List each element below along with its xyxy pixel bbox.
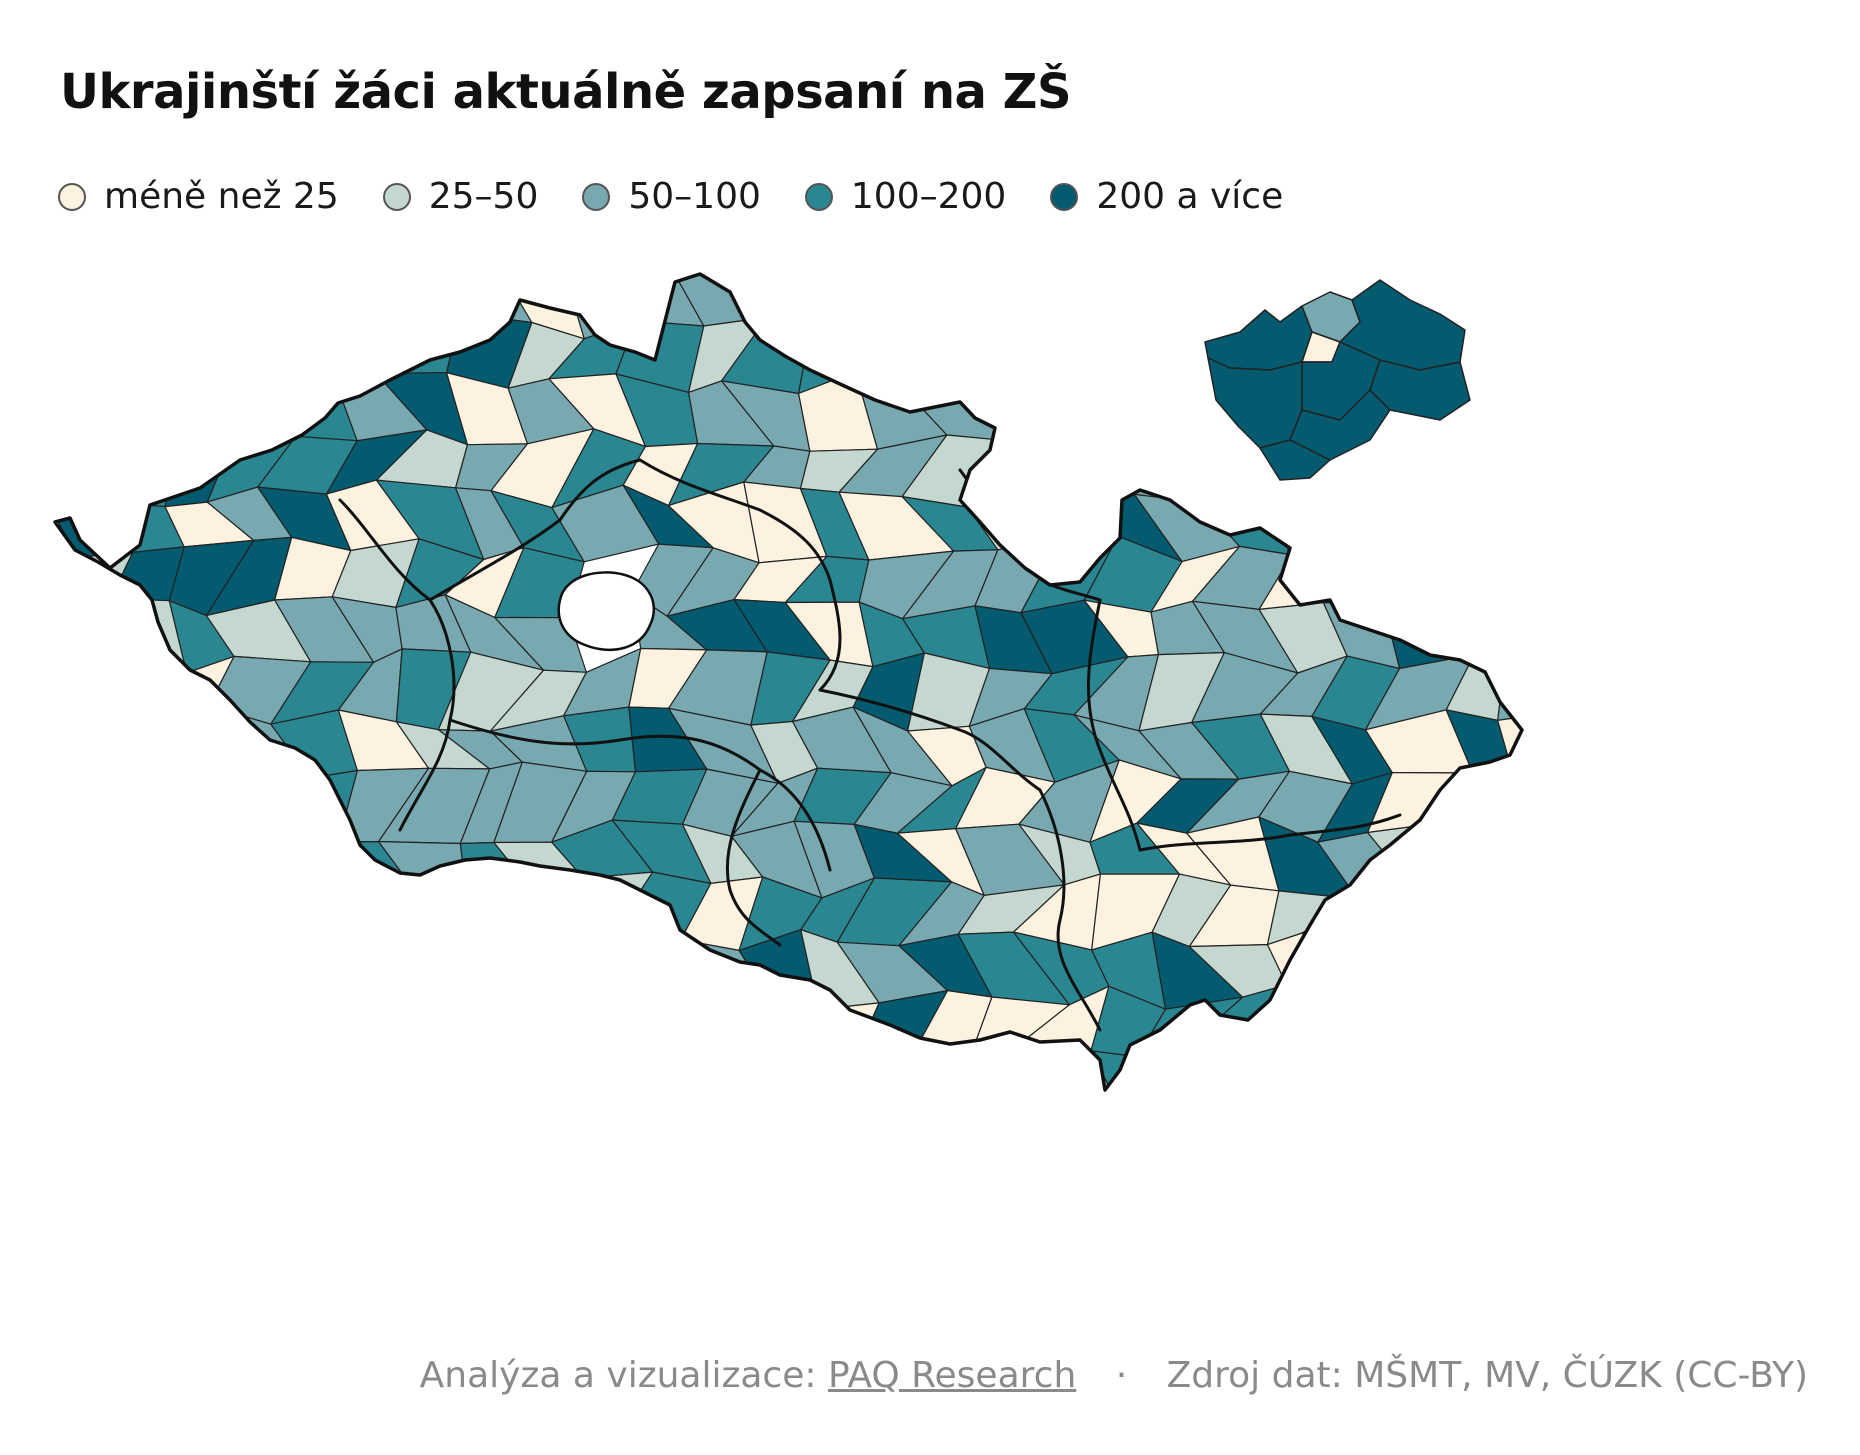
district-region bbox=[1497, 711, 1522, 773]
prague-district bbox=[1204, 305, 1313, 371]
district-region bbox=[808, 1002, 880, 1068]
region-boundary bbox=[638, 458, 842, 692]
legend-swatch-50-100 bbox=[582, 182, 611, 211]
legend-item-lt25: méně než 25 bbox=[58, 176, 339, 217]
prague-district bbox=[1207, 357, 1303, 449]
legend: méně než 25 25–50 50–100 100–200 200 a v… bbox=[58, 176, 1327, 217]
legend-swatch-100-200 bbox=[804, 182, 833, 211]
legend-label-lt25: méně než 25 bbox=[104, 176, 339, 217]
chart-title: Ukrajinští žáci aktuálně zapsaní na ZŠ bbox=[60, 64, 1072, 120]
legend-item-100-200: 100–200 bbox=[804, 176, 1007, 217]
legend-label-200plus: 200 a více bbox=[1096, 176, 1284, 217]
district-region bbox=[1497, 653, 1522, 721]
district-region bbox=[459, 274, 533, 324]
district-region bbox=[1322, 538, 1416, 606]
legend-item-50-100: 50–100 bbox=[582, 176, 761, 217]
district-region bbox=[108, 424, 178, 508]
district-region bbox=[571, 871, 654, 956]
legend-label-100-200: 100–200 bbox=[850, 176, 1007, 217]
prague-inset-map bbox=[1204, 279, 1471, 481]
district-region bbox=[1301, 932, 1410, 1000]
footer-credits: Analýza a vizualizace: PAQ Research · Zd… bbox=[420, 1355, 1808, 1396]
legend-swatch-25-50 bbox=[382, 182, 411, 211]
region-boundary bbox=[428, 458, 642, 602]
prague-district bbox=[1259, 439, 1331, 481]
footer-separator: · bbox=[1115, 1355, 1128, 1396]
country-outline bbox=[53, 272, 1524, 1092]
legend-label-50-100: 50–100 bbox=[628, 176, 761, 217]
district-region bbox=[1383, 599, 1475, 670]
region-boundary bbox=[1087, 598, 1142, 852]
legend-item-200plus: 200 a více bbox=[1050, 176, 1283, 217]
legend-label-25-50: 25–50 bbox=[428, 176, 539, 217]
district-region bbox=[797, 319, 890, 395]
region-boundary bbox=[1138, 813, 1402, 852]
region-boundary bbox=[725, 768, 782, 947]
region-boundary bbox=[448, 718, 832, 872]
czech-map-svg bbox=[53, 272, 1524, 1092]
prague-hole bbox=[557, 571, 656, 652]
footer-source: Zdroj dat: MŠMT, MV, ČÚZK (CC-BY) bbox=[1166, 1355, 1808, 1396]
legend-swatch-200plus bbox=[1050, 182, 1079, 211]
region-boundary bbox=[818, 688, 1042, 792]
district-region bbox=[1266, 932, 1350, 1000]
paq-research-link[interactable]: PAQ Research bbox=[827, 1355, 1077, 1396]
choropleth-map bbox=[40, 270, 1830, 1320]
region-boundary bbox=[338, 498, 456, 832]
district-region bbox=[1366, 821, 1468, 889]
region-boundary bbox=[1038, 788, 1102, 1032]
legend-item-25-50: 25–50 bbox=[382, 176, 539, 217]
legend-swatch-lt25 bbox=[58, 182, 86, 211]
prague-district bbox=[1369, 359, 1471, 421]
footer-analysis-prefix: Analýza a vizualizace: bbox=[419, 1355, 817, 1396]
